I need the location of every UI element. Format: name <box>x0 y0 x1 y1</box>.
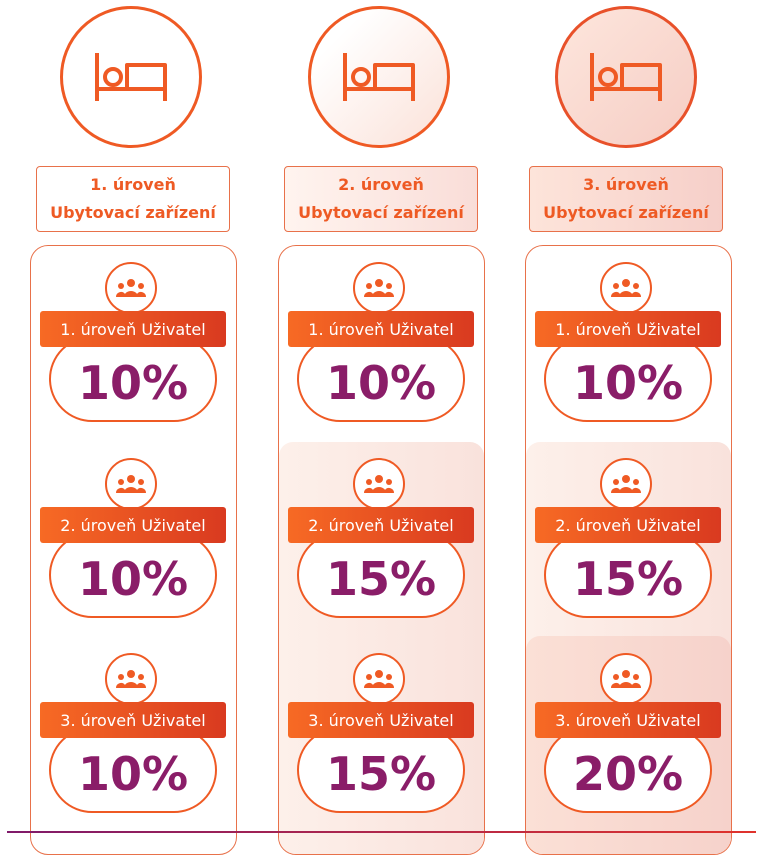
users-group-icon <box>105 458 157 510</box>
user-level-label: 2. úroveň Uživatel <box>40 507 226 543</box>
users-group-icon <box>353 458 405 510</box>
users-group-icon <box>600 653 652 705</box>
bottom-divider <box>7 831 756 833</box>
user-tier-2: 10% 2. úroveň Uživatel <box>23 458 243 618</box>
accommodation-level-header: 2. úroveň Ubytovací zařízení <box>284 166 478 232</box>
commission-value-pill: 20% <box>544 727 712 813</box>
commission-value: 10% <box>77 747 189 801</box>
user-level-label: 3. úroveň Uživatel <box>40 702 226 738</box>
bed-icon <box>343 53 415 101</box>
level-title: 2. úroveň <box>338 175 424 194</box>
bed-icon-circle <box>555 6 697 148</box>
commission-value: 10% <box>325 356 437 410</box>
commission-value-pill: 10% <box>49 532 217 618</box>
bed-icon-circle <box>308 6 450 148</box>
commission-value: 10% <box>572 356 684 410</box>
users-group-icon <box>353 262 405 314</box>
user-tier-2: 15% 2. úroveň Uživatel <box>271 458 491 618</box>
accommodation-level-column-1: 1. úroveň Ubytovací zařízení 10% 1. úrov… <box>23 0 243 855</box>
user-tier-1: 10% 1. úroveň Uživatel <box>271 262 491 422</box>
user-tier-1: 10% 1. úroveň Uživatel <box>518 262 738 422</box>
level-subtitle: Ubytovací zařízení <box>543 203 709 222</box>
user-tier-3: 15% 3. úroveň Uživatel <box>271 653 491 813</box>
commission-value: 15% <box>325 747 437 801</box>
commission-value: 10% <box>77 356 189 410</box>
bed-icon-circle <box>60 6 202 148</box>
commission-value: 20% <box>572 747 684 801</box>
accommodation-level-column-3: 3. úroveň Ubytovací zařízení 10% 1. úrov… <box>518 0 738 855</box>
commission-value-pill: 15% <box>297 727 465 813</box>
user-level-label: 3. úroveň Uživatel <box>535 702 721 738</box>
commission-value: 15% <box>572 552 684 606</box>
user-level-label: 3. úroveň Uživatel <box>288 702 474 738</box>
user-level-label: 1. úroveň Uživatel <box>288 311 474 347</box>
user-level-label: 2. úroveň Uživatel <box>535 507 721 543</box>
commission-value-pill: 15% <box>544 532 712 618</box>
accommodation-level-header: 1. úroveň Ubytovací zařízení <box>36 166 230 232</box>
user-tier-2: 15% 2. úroveň Uživatel <box>518 458 738 618</box>
users-group-icon <box>600 262 652 314</box>
user-tier-3: 10% 3. úroveň Uživatel <box>23 653 243 813</box>
user-tier-1: 10% 1. úroveň Uživatel <box>23 262 243 422</box>
accommodation-level-column-2: 2. úroveň Ubytovací zařízení 10% 1. úrov… <box>271 0 491 855</box>
users-group-icon <box>600 458 652 510</box>
commission-value-pill: 10% <box>544 336 712 422</box>
commission-value-pill: 10% <box>297 336 465 422</box>
users-group-icon <box>105 262 157 314</box>
commission-value: 10% <box>77 552 189 606</box>
commission-value-pill: 10% <box>49 336 217 422</box>
commission-value-pill: 10% <box>49 727 217 813</box>
bed-icon <box>590 53 662 101</box>
level-subtitle: Ubytovací zařízení <box>50 203 216 222</box>
level-title: 1. úroveň <box>90 175 176 194</box>
user-level-label: 2. úroveň Uživatel <box>288 507 474 543</box>
level-subtitle: Ubytovací zařízení <box>298 203 464 222</box>
commission-value: 15% <box>325 552 437 606</box>
commission-value-pill: 15% <box>297 532 465 618</box>
user-level-label: 1. úroveň Uživatel <box>535 311 721 347</box>
users-group-icon <box>353 653 405 705</box>
user-level-label: 1. úroveň Uživatel <box>40 311 226 347</box>
accommodation-level-header: 3. úroveň Ubytovací zařízení <box>529 166 723 232</box>
user-tier-3: 20% 3. úroveň Uživatel <box>518 653 738 813</box>
bed-icon <box>95 53 167 101</box>
level-title: 3. úroveň <box>583 175 669 194</box>
users-group-icon <box>105 653 157 705</box>
